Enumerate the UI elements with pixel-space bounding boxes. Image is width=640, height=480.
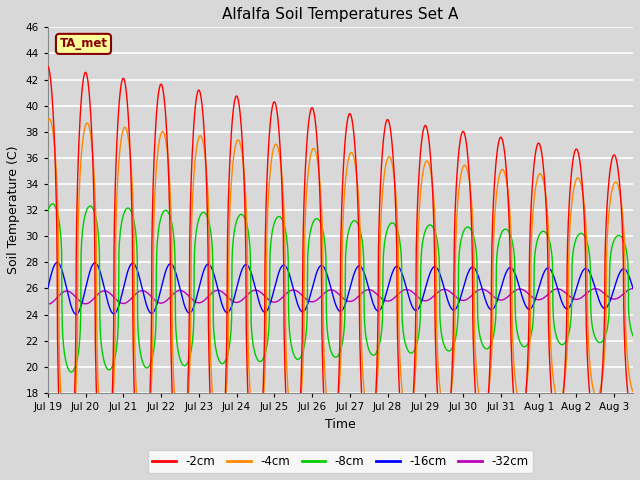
Y-axis label: Soil Temperature (C): Soil Temperature (C): [7, 146, 20, 275]
Legend: -2cm, -4cm, -8cm, -16cm, -32cm: -2cm, -4cm, -8cm, -16cm, -32cm: [148, 450, 533, 472]
X-axis label: Time: Time: [325, 418, 356, 431]
Title: Alfalfa Soil Temperatures Set A: Alfalfa Soil Temperatures Set A: [222, 7, 459, 22]
Text: TA_met: TA_met: [60, 37, 108, 50]
